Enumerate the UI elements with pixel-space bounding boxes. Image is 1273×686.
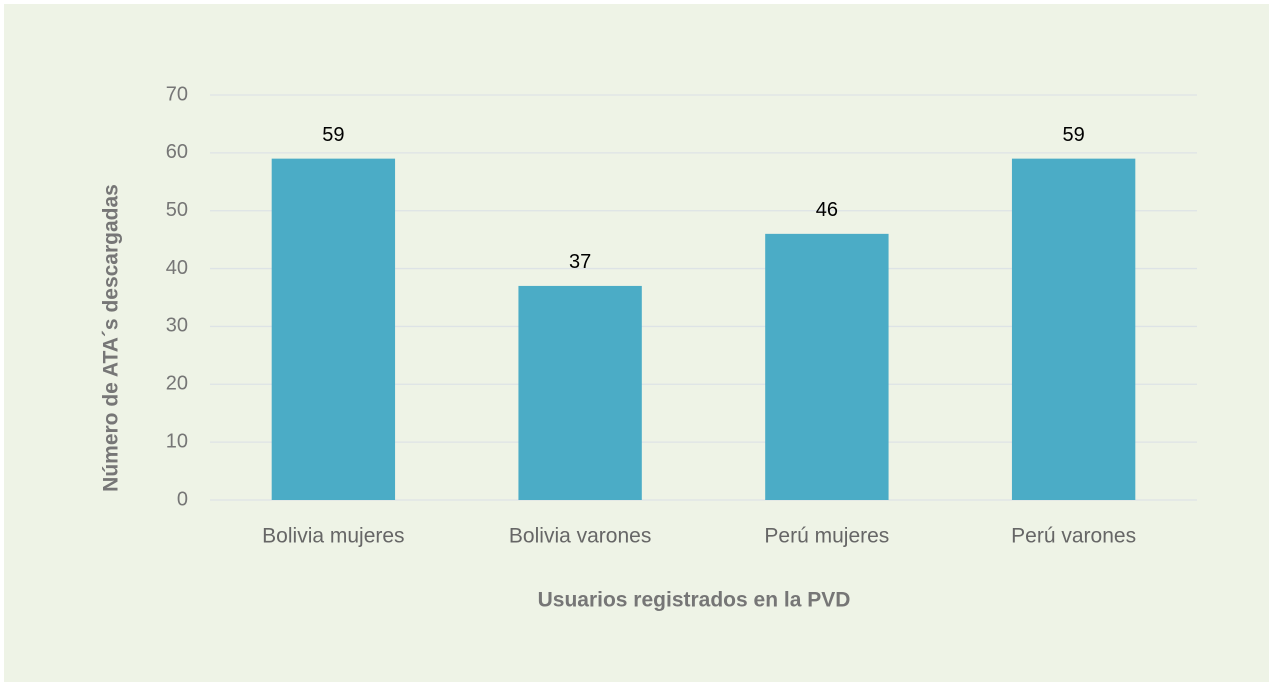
bar <box>271 158 396 500</box>
y-tick-label: 30 <box>166 315 188 337</box>
data-label: 59 <box>322 124 344 146</box>
y-tick-label: 20 <box>166 373 188 395</box>
y-tick-label: 10 <box>166 430 188 452</box>
bar <box>1011 158 1136 500</box>
data-label: 46 <box>816 199 838 221</box>
y-axis-title: Número de ATA´s descargadas <box>100 184 123 492</box>
data-label: 59 <box>1063 124 1085 146</box>
x-tick-label: Bolivia mujeres <box>262 525 404 548</box>
bar <box>518 285 642 500</box>
x-axis-title: Usuarios registrados en la PVD <box>538 589 851 612</box>
y-tick-label: 0 <box>177 488 188 510</box>
y-tick-label: 50 <box>166 199 188 221</box>
x-tick-label: Bolivia varones <box>509 525 651 548</box>
bar <box>765 233 889 500</box>
x-tick-label: Perú mujeres <box>764 525 889 548</box>
x-tick-label: Perú varones <box>1011 525 1136 548</box>
data-label: 37 <box>569 251 591 273</box>
y-tick-label: 40 <box>166 257 188 279</box>
y-tick-label: 60 <box>166 141 188 163</box>
y-tick-label: 70 <box>166 83 188 105</box>
